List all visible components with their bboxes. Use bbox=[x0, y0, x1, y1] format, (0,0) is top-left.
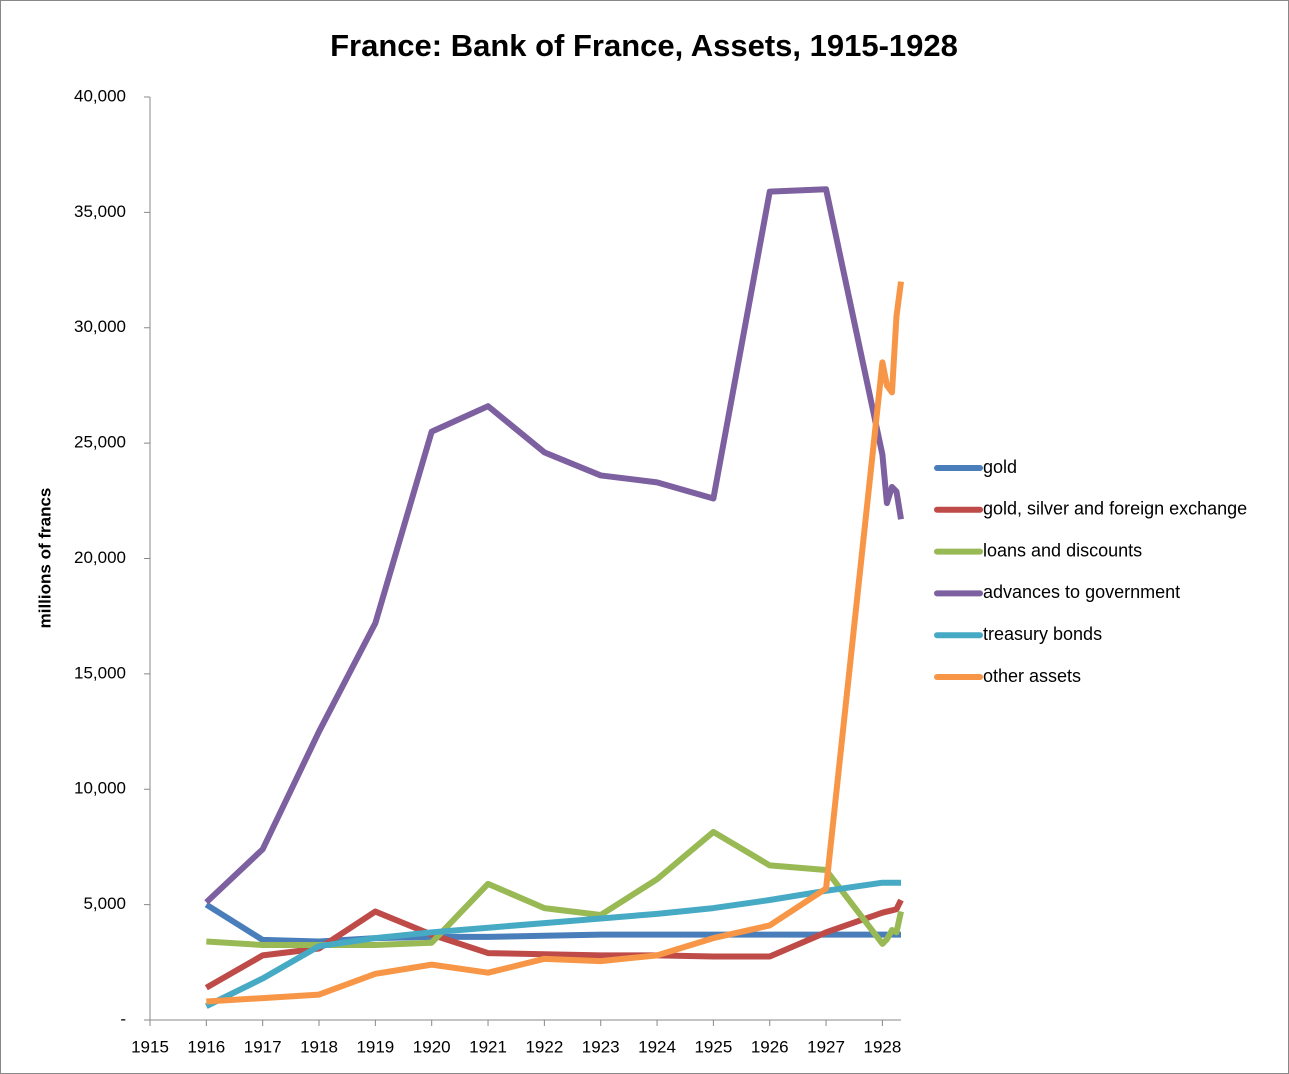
x-tick-label: 1926 bbox=[751, 1037, 789, 1056]
y-axis-label: millions of francs bbox=[35, 488, 54, 629]
x-tick-label: 1928 bbox=[863, 1037, 901, 1056]
data-line bbox=[205, 879, 901, 1009]
x-tick-label: 1920 bbox=[413, 1037, 451, 1056]
y-tick-label: 25,000 bbox=[74, 433, 126, 452]
legend-label: treasury bonds bbox=[983, 624, 1102, 644]
data-line bbox=[204, 186, 904, 905]
legend-label: loans and discounts bbox=[983, 540, 1142, 560]
data-line bbox=[206, 828, 904, 949]
x-tick-label: 1925 bbox=[694, 1037, 732, 1056]
y-tick-label: - bbox=[120, 1009, 126, 1028]
y-tick-label: 10,000 bbox=[74, 779, 126, 798]
x-tick-label: 1919 bbox=[356, 1037, 394, 1056]
x-tick-label: 1923 bbox=[582, 1037, 620, 1056]
y-tick-label: 30,000 bbox=[74, 317, 126, 336]
y-tick-label: 20,000 bbox=[74, 548, 126, 567]
legend-label: gold, silver and foreign exchange bbox=[983, 499, 1247, 519]
legend-label: advances to government bbox=[983, 582, 1180, 602]
x-tick-label: 1916 bbox=[187, 1037, 225, 1056]
x-tick-label: 1927 bbox=[807, 1037, 845, 1056]
x-tick-label: 1922 bbox=[525, 1037, 563, 1056]
data-line bbox=[206, 281, 904, 1005]
x-tick-label: 1918 bbox=[300, 1037, 338, 1056]
legend-label: other assets bbox=[983, 666, 1081, 686]
x-tick-label: 1924 bbox=[638, 1037, 676, 1056]
y-tick-label: 15,000 bbox=[74, 663, 126, 682]
x-tick-label: 1921 bbox=[469, 1037, 507, 1056]
x-tick-label: 1917 bbox=[244, 1037, 282, 1056]
y-tick-label: 40,000 bbox=[74, 86, 126, 105]
x-tick-label: 1915 bbox=[131, 1037, 169, 1056]
legend-label: gold bbox=[983, 457, 1017, 477]
chart-title: France: Bank of France, Assets, 1915-192… bbox=[330, 28, 958, 63]
y-tick-label: 35,000 bbox=[74, 202, 126, 221]
y-tick-label: 5,000 bbox=[83, 894, 126, 913]
